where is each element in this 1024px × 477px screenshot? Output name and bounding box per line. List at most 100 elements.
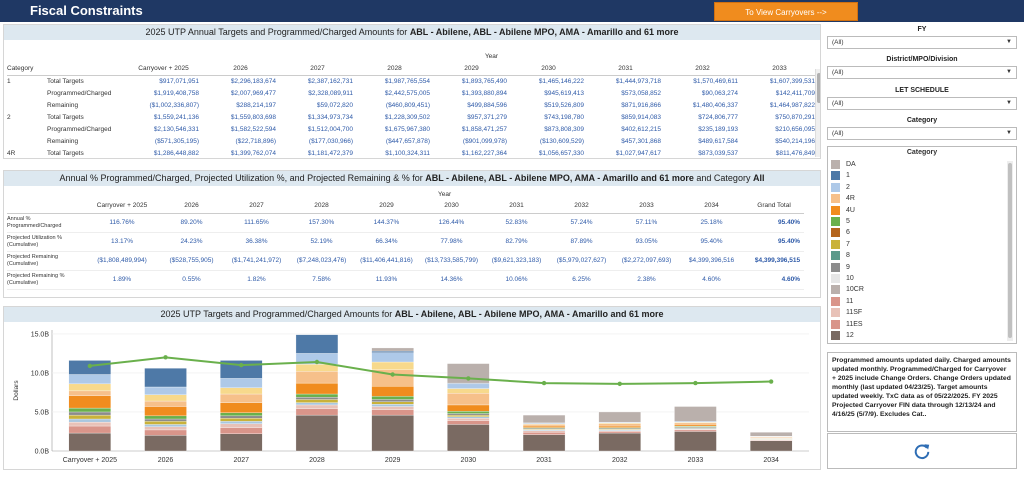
bar-segment-10cr[interactable]: [522, 414, 566, 424]
legend-item[interactable]: 9: [831, 262, 850, 273]
bar-segment-8[interactable]: [447, 416, 490, 419]
bar-segment-8[interactable]: [371, 404, 414, 407]
bar-segment-6[interactable]: [371, 399, 414, 402]
legend-item[interactable]: 10: [831, 273, 854, 284]
bar-segment-7[interactable]: [144, 421, 187, 425]
line-point[interactable]: [163, 355, 168, 360]
bar-segment-4r[interactable]: [295, 371, 339, 384]
bar-segment-10cr[interactable]: [674, 406, 717, 422]
bar-segment-1[interactable]: [144, 386, 187, 395]
bar-segment-10cr[interactable]: [598, 411, 641, 423]
bar-segment-4r[interactable]: [598, 423, 641, 427]
legend-item[interactable]: 6: [831, 227, 850, 238]
bar-segment-12[interactable]: [295, 414, 339, 452]
bar-segment-11sf[interactable]: [220, 423, 263, 428]
line-point[interactable]: [466, 376, 471, 381]
bar-segment-7[interactable]: [220, 418, 263, 422]
line-point[interactable]: [390, 372, 395, 377]
line-point[interactable]: [314, 359, 320, 365]
bar-segment-11es[interactable]: [598, 431, 641, 434]
bar-segment-11es[interactable]: [522, 432, 566, 435]
bar-segment-12[interactable]: [68, 432, 111, 452]
bar-segment-5[interactable]: [144, 415, 187, 420]
bar-segment-12[interactable]: [522, 434, 566, 452]
bar-segment-11es[interactable]: [371, 409, 414, 416]
bar-segment-12[interactable]: [371, 414, 414, 452]
bar-segment-5[interactable]: [447, 411, 490, 414]
bar-segment-1[interactable]: [68, 374, 111, 385]
bar-segment-1[interactable]: [220, 378, 263, 388]
bar-segment-da[interactable]: [144, 368, 187, 388]
bar-segment-7[interactable]: [295, 399, 339, 403]
bar-segment-6[interactable]: [144, 418, 187, 422]
legend-item[interactable]: 11ES: [831, 319, 863, 330]
bar-segment-11sf[interactable]: [295, 404, 339, 409]
legend-item[interactable]: 11SF: [831, 307, 862, 318]
bar-segment-11es[interactable]: [144, 429, 187, 436]
line-point[interactable]: [541, 380, 547, 386]
bar-segment-11sf[interactable]: [144, 426, 187, 431]
bar-segment-4u[interactable]: [220, 402, 263, 413]
filter-dropdown[interactable]: (All) ▼: [827, 36, 1017, 49]
bar-segment-11sf[interactable]: [522, 430, 566, 433]
bar-segment-6[interactable]: [447, 413, 490, 416]
bar-segment-5[interactable]: [220, 412, 263, 417]
refresh-button[interactable]: [827, 433, 1017, 469]
bar-segment-da[interactable]: [295, 334, 339, 354]
bar-segment-4r[interactable]: [674, 422, 717, 425]
line-point[interactable]: [87, 363, 93, 369]
legend-item[interactable]: 11: [831, 296, 853, 307]
legend-item[interactable]: 5: [831, 216, 850, 227]
bar-segment-6[interactable]: [295, 396, 339, 400]
bar-segment-12[interactable]: [220, 433, 263, 452]
bar-segment-12[interactable]: [598, 432, 641, 452]
bar-segment-6[interactable]: [68, 411, 111, 416]
bar-segment-2[interactable]: [220, 387, 263, 395]
line-point[interactable]: [239, 362, 244, 368]
bar-segment-4r[interactable]: [447, 393, 490, 406]
bar-segment-11sf[interactable]: [371, 406, 414, 410]
legend-scrollbar[interactable]: [1007, 161, 1013, 341]
bar-segment-2[interactable]: [68, 383, 111, 392]
bar-segment-7[interactable]: [68, 414, 111, 420]
bar-segment-8[interactable]: [68, 418, 111, 423]
bar-segment-12[interactable]: [144, 435, 187, 452]
legend-item[interactable]: 4U: [831, 205, 855, 216]
legend-item[interactable]: DA: [831, 159, 856, 170]
bar-segment-da[interactable]: [371, 350, 414, 353]
filter-dropdown[interactable]: (All) ▼: [827, 127, 1017, 140]
line-point[interactable]: [693, 380, 698, 386]
bar-segment-12[interactable]: [447, 424, 490, 452]
bar-segment-11es[interactable]: [68, 425, 111, 434]
bar-segment-5[interactable]: [371, 396, 414, 400]
bar-segment-11es[interactable]: [220, 427, 263, 434]
filter-dropdown[interactable]: (All) ▼: [827, 66, 1017, 79]
bar-segment-4r[interactable]: [522, 424, 566, 427]
line-point[interactable]: [617, 381, 622, 387]
bar-segment-4u[interactable]: [295, 382, 339, 395]
bar-segment-5[interactable]: [295, 393, 339, 398]
bar-segment-7[interactable]: [371, 401, 414, 405]
bar-segment-4u[interactable]: [674, 424, 717, 427]
bar-segment-6[interactable]: [220, 415, 263, 419]
bar-segment-11es[interactable]: [447, 420, 490, 425]
line-point[interactable]: [768, 379, 774, 384]
legend-item[interactable]: 8: [831, 250, 850, 261]
bar-segment-10cr[interactable]: [371, 347, 414, 352]
legend-item[interactable]: 4R: [831, 193, 855, 204]
legend-item[interactable]: 7: [831, 239, 850, 250]
bar-segment-1[interactable]: [371, 352, 414, 363]
bar-segment-4u[interactable]: [371, 386, 414, 397]
bar-segment-12[interactable]: [750, 440, 793, 452]
bar-segment-12[interactable]: [674, 431, 717, 452]
bar-segment-4u[interactable]: [598, 425, 641, 428]
bar-segment-4r[interactable]: [220, 393, 263, 403]
legend-item[interactable]: 2: [831, 182, 850, 193]
bar-segment-10cr[interactable]: [750, 432, 793, 437]
bar-segment-4u[interactable]: [447, 404, 490, 412]
bar-segment-4u[interactable]: [522, 425, 566, 428]
bar-segment-8[interactable]: [295, 402, 339, 406]
bar-segment-2[interactable]: [447, 388, 490, 394]
bar-segment-5[interactable]: [68, 407, 111, 413]
bar-segment-8[interactable]: [144, 424, 187, 427]
